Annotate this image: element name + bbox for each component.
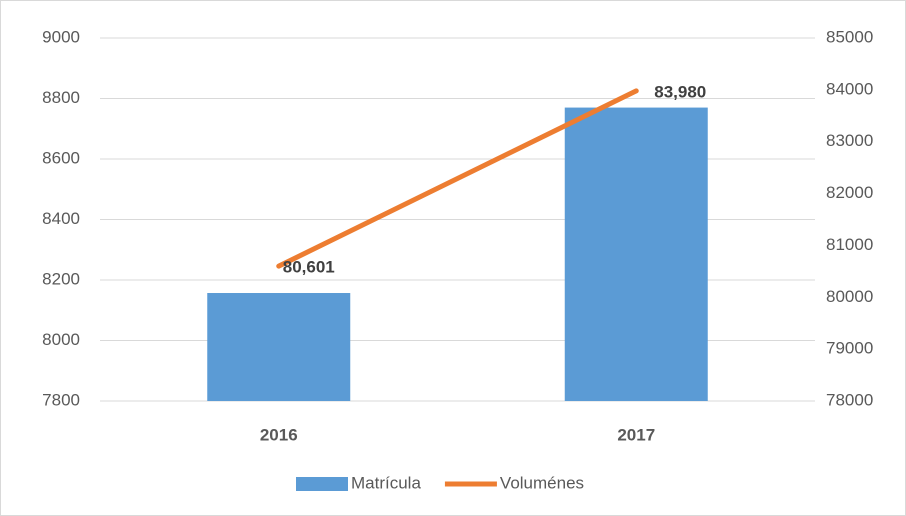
y-tick-label: 8000 [42,330,80,349]
bar [564,107,708,401]
bar [207,293,351,401]
y-tick-label: 8600 [42,148,80,167]
y2-tick-label: 79000 [826,339,873,358]
x-tick-label: 2017 [617,425,655,444]
y-tick-label: 9000 [42,27,80,46]
legend-label: Voluménes [500,473,584,492]
y2-tick-label: 85000 [826,27,873,46]
y2-tick-label: 84000 [826,79,873,98]
data-label: 83,980 [654,82,706,101]
y-tick-label: 8400 [42,209,80,228]
legend-label: Matrícula [351,473,421,492]
y2-tick-label: 82000 [826,183,873,202]
y2-tick-label: 80000 [826,287,873,306]
data-label: 80,601 [283,258,335,277]
y-tick-label: 8200 [42,269,80,288]
y2-tick-label: 83000 [826,131,873,150]
y2-tick-label: 78000 [826,390,873,409]
legend-swatch [296,477,348,491]
y-tick-label: 7800 [42,390,80,409]
line [276,88,639,269]
y-tick-label: 8800 [42,88,80,107]
y2-tick-label: 81000 [826,235,873,254]
x-tick-label: 2016 [260,425,298,444]
